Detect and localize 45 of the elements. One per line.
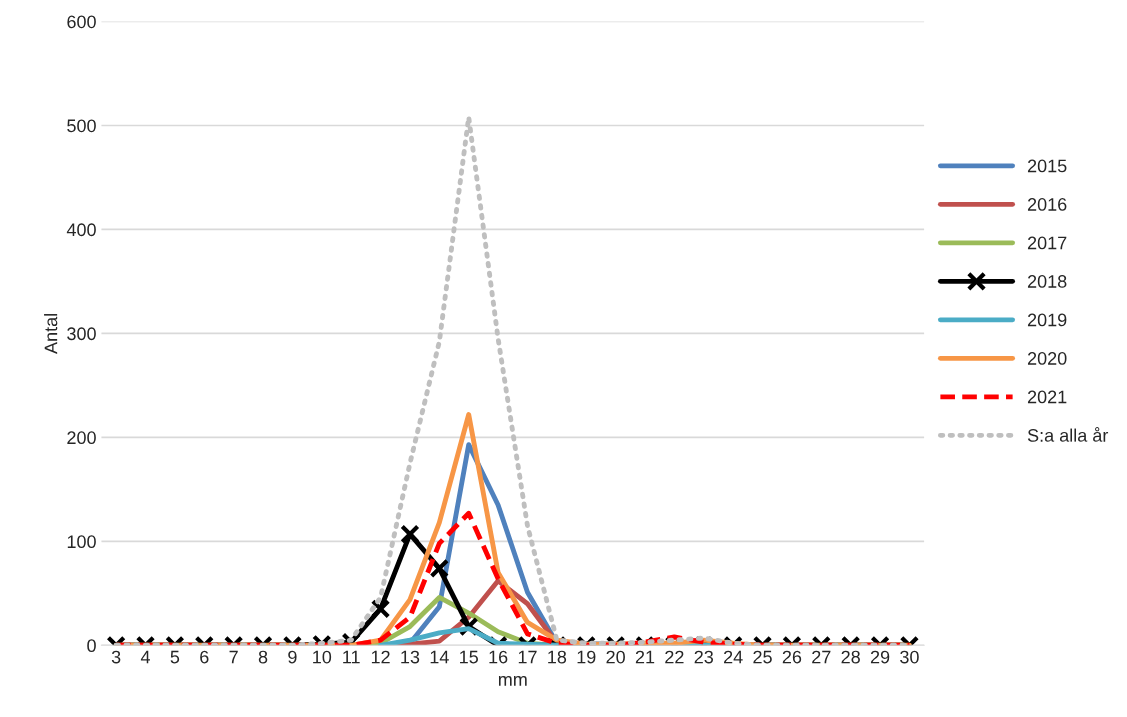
x-tick-label: 18 [548, 650, 567, 664]
x-tick-label: 30 [900, 650, 919, 664]
legend-label: 2015 [1027, 159, 1067, 173]
legend-label: 2020 [1027, 352, 1067, 365]
y-tick-label: 0 [87, 639, 96, 653]
x-tick-label: 13 [401, 650, 420, 664]
y-tick-label: 300 [67, 327, 96, 341]
x-tick-label: 12 [371, 650, 390, 664]
x-tick-label: 5 [170, 650, 180, 664]
x-tick-label: 26 [782, 650, 802, 664]
x-tick-label: 8 [258, 650, 268, 664]
y-tick-label: 500 [67, 119, 96, 133]
y-tick-label: 400 [66, 223, 96, 237]
legend-label: 2016 [1027, 198, 1067, 211]
x-tick-label: 11 [343, 650, 360, 664]
x-tick-label: 19 [577, 650, 596, 664]
x-axis-title: mm [498, 675, 527, 686]
legend-label: S:a alla år [1027, 427, 1109, 442]
y-tick-label: 600 [67, 15, 96, 29]
x-tick-label: 15 [460, 650, 478, 664]
x-tick-label: 22 [665, 650, 684, 664]
x-tick-label: 6 [200, 650, 209, 664]
x-tick-label: 28 [841, 650, 860, 664]
legend-label: 2018 [1027, 275, 1067, 288]
y-tick-label: 100 [67, 535, 96, 549]
x-tick-label: 20 [606, 650, 625, 664]
y-axis-title: Antal [44, 314, 58, 354]
legend-label: 2017 [1027, 236, 1067, 250]
x-tick-label: 23 [694, 650, 714, 664]
x-tick-label: 10 [313, 650, 332, 664]
x-tick-label: 3 [111, 650, 121, 664]
x-tick-label: 7 [229, 650, 238, 664]
x-tick-label: 21 [635, 650, 655, 664]
x-tick-label: 29 [870, 650, 890, 664]
legend-label: 2019 [1027, 313, 1067, 327]
x-tick-label: 24 [724, 650, 743, 664]
y-tick-label: 200 [67, 431, 96, 445]
x-tick-label: 27 [812, 650, 831, 664]
x-tick-label: 17 [518, 650, 537, 664]
x-tick-label: 9 [288, 650, 297, 664]
x-tick-label: 14 [430, 650, 449, 664]
x-tick-label: 16 [489, 650, 508, 664]
x-tick-label: 4 [140, 650, 150, 664]
legend-label: 2021 [1027, 390, 1067, 404]
x-tick-label: 25 [753, 650, 772, 664]
